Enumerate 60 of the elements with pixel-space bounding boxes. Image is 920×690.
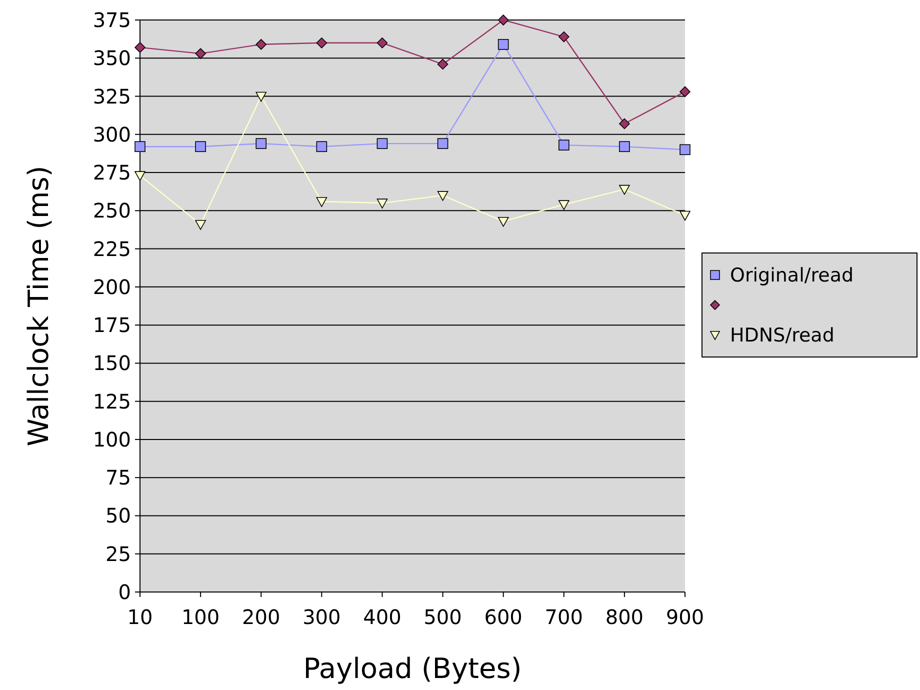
point (498, 14, 509, 26)
point (498, 216, 509, 227)
point (256, 92, 267, 102)
y-tick-label: 0 (118, 580, 131, 604)
y-tick-label: 375 (92, 8, 131, 32)
point (256, 39, 267, 50)
point (376, 198, 388, 208)
point (619, 184, 630, 195)
x-tick-label: 500 (424, 605, 462, 629)
x-tick-label: 200 (242, 605, 280, 629)
y-tick-label: 275 (92, 160, 131, 185)
y-tick-label: 225 (92, 236, 131, 261)
point (134, 171, 146, 181)
point (619, 141, 630, 152)
y-tick-label: 100 (92, 427, 131, 452)
y-tick-label: 25 (106, 542, 131, 566)
point (195, 48, 206, 59)
point (134, 141, 146, 152)
point (195, 220, 206, 230)
point (680, 210, 690, 221)
legend-label: Original/read (730, 264, 854, 287)
y-tick-label: 150 (92, 351, 131, 376)
legend-label: HDNS/read (730, 324, 834, 347)
point (256, 138, 267, 149)
point (558, 31, 570, 42)
point (195, 141, 206, 152)
point (437, 58, 448, 70)
y-tick-label: 350 (92, 46, 131, 70)
x-tick-label: 10 (127, 605, 153, 629)
point (558, 200, 570, 210)
point (437, 138, 448, 149)
point (316, 141, 328, 152)
point (558, 140, 570, 150)
y-tick-label: 125 (92, 389, 131, 414)
y-tick-label: 250 (92, 198, 131, 223)
y-axis-title: Wallclock Time (ms) (22, 166, 55, 446)
point (680, 86, 690, 98)
x-tick-label: 300 (302, 605, 341, 629)
point (437, 191, 448, 201)
y-tick-label: 175 (92, 313, 131, 338)
y-tick-label: 200 (92, 274, 131, 299)
x-tick-label: 100 (181, 605, 220, 629)
point (376, 138, 388, 149)
x-tick-label: 600 (484, 605, 522, 629)
point (316, 37, 328, 48)
x-tick-label: 400 (363, 605, 402, 629)
y-tick-label: 300 (92, 122, 131, 146)
point (498, 39, 509, 50)
x-tick-label: 800 (605, 605, 644, 629)
point (134, 42, 146, 53)
x-axis-title: Payload (Bytes) (303, 652, 522, 685)
point (619, 118, 630, 130)
point (376, 37, 388, 48)
point (680, 144, 690, 156)
x-tick-label: 700 (544, 605, 583, 629)
y-tick-label: 50 (106, 504, 131, 528)
y-tick-label: 325 (92, 84, 131, 108)
y-tick-label: 75 (106, 466, 131, 490)
point (316, 197, 328, 207)
x-tick-label: 900 (666, 605, 704, 629)
